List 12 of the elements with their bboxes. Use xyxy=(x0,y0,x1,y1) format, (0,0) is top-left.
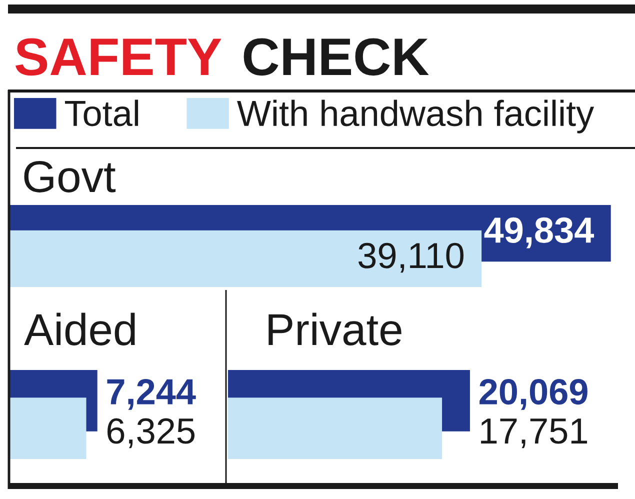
data-label: 49,834 xyxy=(484,217,594,248)
data-label: 20,069 xyxy=(480,379,588,410)
data-label: 39,110 xyxy=(358,242,464,273)
text: SAFETY CHECK xyxy=(16,38,429,76)
chart-title: Govt xyxy=(24,160,116,192)
legend-label: Total xyxy=(65,100,138,126)
data-label: 7,244 xyxy=(107,379,196,410)
data-label: 6,325 xyxy=(108,418,195,448)
data-label: 17,751 xyxy=(481,418,587,448)
chart-title: Aided xyxy=(24,312,135,346)
chart-title: Private xyxy=(268,312,402,346)
legend-label: With handwash facility xyxy=(237,100,594,134)
